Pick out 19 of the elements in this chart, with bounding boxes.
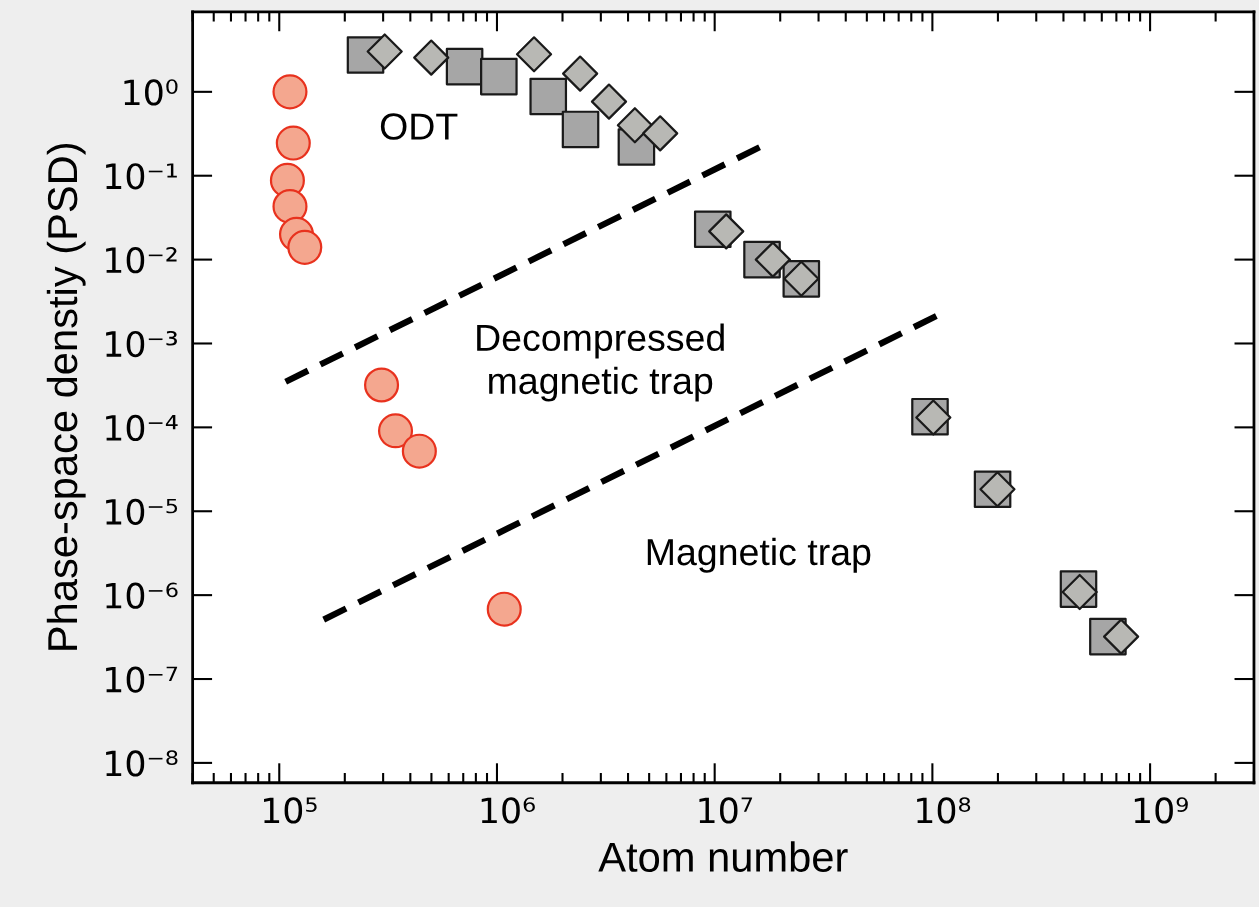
y-tick-label: 10⁻³ bbox=[106, 330, 177, 358]
annotation: ODT bbox=[380, 113, 458, 140]
y-tick-label: 10⁻⁸ bbox=[106, 750, 178, 777]
x-tick-label: 10⁵ bbox=[264, 797, 317, 824]
y-tick-label: 10⁻¹ bbox=[106, 163, 177, 190]
annotation: Magnetic trap bbox=[647, 537, 871, 573]
y-tick-label: 10⁰ bbox=[124, 79, 178, 106]
annotation: Decompressed magnetic trap bbox=[477, 323, 724, 402]
y-axis-title: Phase-space denstiy (PSD) bbox=[46, 143, 86, 650]
y-tick-label: 10⁻⁶ bbox=[106, 582, 178, 609]
x-tick-label: 10⁹ bbox=[1134, 797, 1188, 824]
y-tick-label: 10⁻⁴ bbox=[106, 414, 178, 442]
y-tick-label: 10⁻⁵ bbox=[106, 498, 178, 525]
x-tick-label: 10⁶ bbox=[481, 797, 535, 824]
x-tick-label: 10⁷ bbox=[699, 797, 753, 824]
y-tick-label: 10⁻² bbox=[106, 247, 177, 274]
x-axis-title: Atom number bbox=[598, 841, 848, 872]
x-tick-label: 10⁸ bbox=[917, 797, 971, 824]
y-tick-label: 10⁻⁷ bbox=[106, 666, 178, 693]
